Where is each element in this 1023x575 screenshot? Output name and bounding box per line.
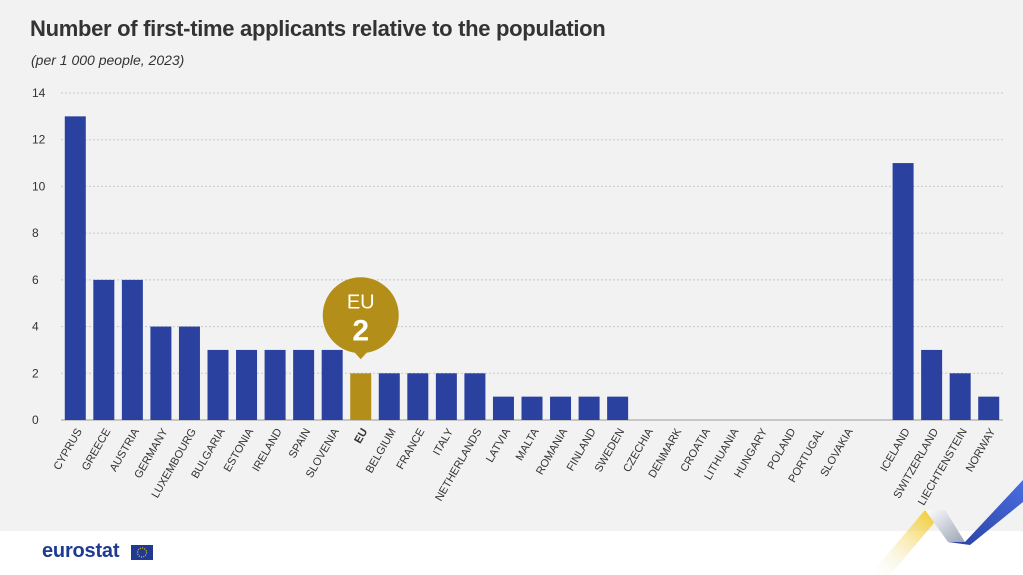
- bar-greece: [93, 279, 115, 420]
- eu-callout-value: 2: [352, 314, 369, 347]
- y-tick-label: 6: [32, 273, 39, 287]
- bar-malta: [521, 396, 543, 420]
- x-tick-label: IRELAND: [250, 426, 284, 473]
- y-axis-ticks: 0 2 4 6 8 10 12 14: [32, 86, 46, 427]
- bar-latvia: [492, 396, 514, 420]
- x-tick-label: EU: [352, 426, 370, 445]
- eu-callout-label: EU: [347, 291, 375, 313]
- x-tick-label: MALTA: [514, 426, 542, 463]
- bar-germany: [150, 326, 172, 420]
- bar-chart: 0 2 4 6 8 10 12 14 CYPRUSGREECEAUSTRIAGERMANYLU…: [32, 86, 1003, 508]
- bar-ireland: [264, 349, 286, 420]
- bar-iceland: [892, 163, 914, 421]
- bar-bulgaria: [207, 349, 229, 420]
- bar-france: [407, 373, 429, 420]
- x-tick-label: ITALY: [431, 426, 456, 458]
- corner-decoration: [870, 480, 1023, 575]
- x-axis-labels: CYPRUSGREECEAUSTRIAGERMANYLUXEMBOURGBULG…: [52, 426, 999, 508]
- eurostat-logo: eurostat: [42, 540, 120, 562]
- chart-title: Number of first-time applicants relative…: [30, 16, 606, 41]
- y-tick-label: 10: [32, 179, 46, 193]
- y-tick-label: 14: [32, 86, 46, 100]
- bar-switzerland: [921, 349, 943, 420]
- grid-lines: [61, 92, 1003, 421]
- bar-cyprus: [64, 116, 86, 420]
- eu-flag-icon: [131, 545, 153, 560]
- bar-luxembourg: [178, 326, 200, 420]
- y-tick-label: 8: [32, 226, 39, 240]
- y-tick-label: 4: [32, 320, 39, 334]
- bar-sweden: [607, 396, 629, 420]
- bar-estonia: [236, 349, 258, 420]
- bar-finland: [578, 396, 600, 420]
- bar-norway: [978, 396, 1000, 420]
- eu-callout: EU 2: [322, 277, 399, 360]
- eu-callout-bubble: [322, 277, 399, 354]
- y-tick-label: 2: [32, 366, 39, 380]
- bar-italy: [435, 373, 457, 420]
- chart-subtitle: (per 1 000 people, 2023): [31, 52, 185, 68]
- bar-slovenia: [321, 349, 343, 420]
- bar-belgium: [378, 373, 400, 420]
- eu-callout-pointer: [351, 349, 370, 360]
- bar-spain: [293, 349, 315, 420]
- y-tick-label: 12: [32, 133, 46, 147]
- bar-austria: [121, 279, 143, 420]
- bar-liechtenstein: [949, 373, 971, 420]
- x-tick-label: LATVIA: [484, 426, 513, 465]
- bar-netherlands: [464, 373, 486, 420]
- bars: [64, 116, 1000, 421]
- bar-romania: [550, 396, 572, 420]
- x-tick-label: FRANCE: [394, 427, 427, 472]
- x-tick-label: SPAIN: [287, 426, 314, 460]
- bar-eu: [350, 373, 372, 420]
- footer-bar: [0, 531, 1023, 575]
- y-tick-label: 0: [32, 413, 39, 427]
